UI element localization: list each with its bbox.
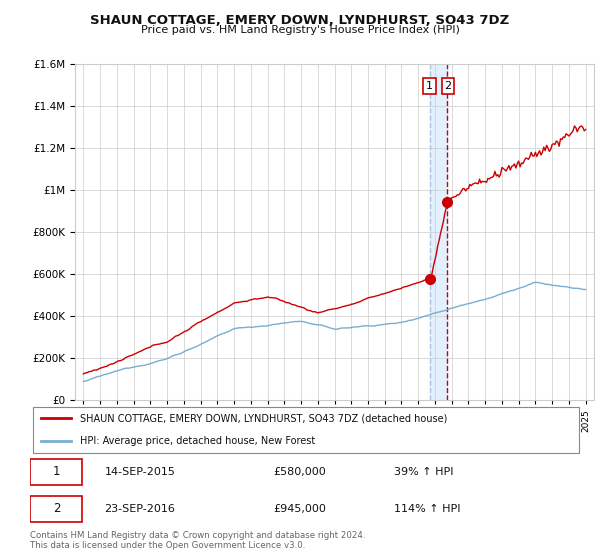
Text: 14-SEP-2015: 14-SEP-2015 [104, 467, 175, 477]
Text: Price paid vs. HM Land Registry's House Price Index (HPI): Price paid vs. HM Land Registry's House … [140, 25, 460, 35]
Text: 2: 2 [444, 81, 451, 91]
FancyBboxPatch shape [33, 407, 579, 452]
Text: £580,000: £580,000 [273, 467, 326, 477]
FancyBboxPatch shape [30, 459, 82, 485]
Bar [430, 64, 447, 400]
Text: £945,000: £945,000 [273, 504, 326, 514]
Text: 2: 2 [53, 502, 60, 515]
Text: HPI: Average price, detached house, New Forest: HPI: Average price, detached house, New … [80, 436, 315, 446]
Text: 39% ↑ HPI: 39% ↑ HPI [394, 467, 454, 477]
Text: 1: 1 [53, 465, 60, 478]
Text: 23-SEP-2016: 23-SEP-2016 [104, 504, 175, 514]
FancyBboxPatch shape [30, 496, 82, 522]
Text: 1: 1 [426, 81, 433, 91]
Text: SHAUN COTTAGE, EMERY DOWN, LYNDHURST, SO43 7DZ (detached house): SHAUN COTTAGE, EMERY DOWN, LYNDHURST, SO… [80, 413, 447, 423]
Text: 114% ↑ HPI: 114% ↑ HPI [394, 504, 461, 514]
Text: Contains HM Land Registry data © Crown copyright and database right 2024.
This d: Contains HM Land Registry data © Crown c… [30, 531, 365, 550]
Text: SHAUN COTTAGE, EMERY DOWN, LYNDHURST, SO43 7DZ: SHAUN COTTAGE, EMERY DOWN, LYNDHURST, SO… [91, 14, 509, 27]
